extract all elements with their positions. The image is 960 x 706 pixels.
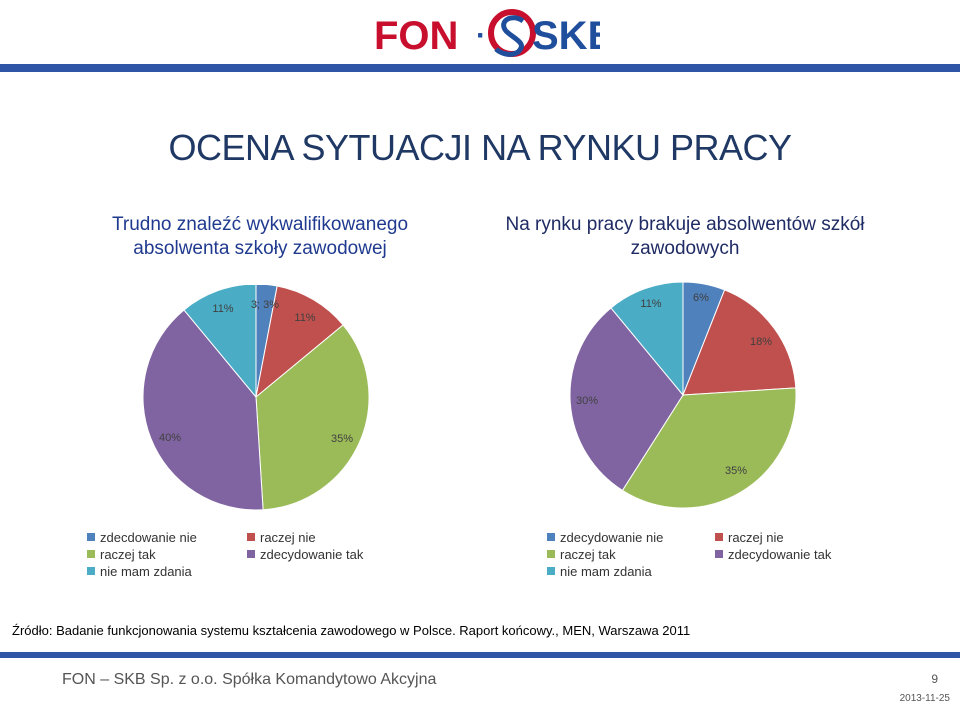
data-label: 3; 3%: [251, 299, 279, 311]
legend-swatch: [715, 550, 723, 558]
legend-chart-1: zdecdowanie nie raczej nie raczej tak zdecy…: [87, 530, 407, 590]
source-note: Źródło: Badanie funkcjonowania systemu k…: [12, 623, 691, 638]
logo-separator: ·: [476, 19, 486, 52]
data-label: 35%: [331, 433, 353, 445]
legend-label: nie mam zdania: [100, 564, 192, 579]
footer-company: FON – SKB Sp. z o.o. Spółka Komandytowo …: [62, 671, 437, 688]
data-label: 35%: [725, 465, 747, 477]
legend-label: raczej tak: [560, 547, 616, 562]
pie-slice: [621, 387, 797, 509]
page-number: 9: [931, 672, 938, 686]
logo-right-text: SKB: [532, 14, 600, 58]
legend-item: nie mam zdania: [547, 564, 652, 579]
legend-swatch: [247, 533, 255, 541]
chart-1-title: Trudno znaleźć wykwalifikowanego absolwe…: [111, 214, 409, 259]
data-label: 11%: [294, 312, 315, 324]
legend-item: zdecydowanie tak: [715, 547, 831, 562]
data-label: 6%: [693, 292, 709, 304]
page-title: OCENA SYTUACJI NA RYNKU PRACY: [168, 127, 793, 168]
data-label: 30%: [576, 395, 598, 407]
legend-swatch: [87, 533, 95, 541]
data-label: 11%: [640, 298, 661, 310]
legend-item: raczej tak: [87, 547, 156, 562]
legend-label: nie mam zdania: [560, 564, 652, 579]
legend-label: raczej nie: [260, 530, 316, 545]
logo-swirl-s: [494, 15, 525, 57]
legend-item: zdecydowanie nie: [547, 530, 663, 545]
pie-slice: [255, 324, 370, 511]
header-band: [0, 64, 960, 72]
pie-slice: [142, 309, 264, 511]
legend-item: zdecydowanie tak: [247, 547, 363, 562]
legend-label: zdecydowanie tak: [728, 547, 832, 562]
legend-item: raczej tak: [547, 547, 616, 562]
legend-label: zdecydowanie nie: [560, 530, 664, 545]
pie-slice: [569, 307, 684, 492]
legend-swatch: [715, 533, 723, 541]
legend-item: nie mam zdania: [87, 564, 192, 579]
chart-2-title: Na rynku pracy brakuje absolwentów szkół…: [505, 214, 865, 259]
pie-slice: [682, 289, 797, 396]
fon-skb-logo: FON · SKB: [372, 5, 600, 61]
legend-swatch: [247, 550, 255, 558]
legend-item: zdecdowanie nie: [87, 530, 197, 545]
legend-item: raczej nie: [247, 530, 316, 545]
legend-chart-2: zdecydowanie nie raczej nie raczej tak zdec…: [547, 530, 867, 590]
logo-left-text: FON: [374, 14, 458, 58]
pie-slice: [183, 285, 257, 399]
legend-swatch: [547, 567, 555, 575]
pie-chart-2: 6% 18% 35% 30% 11%: [569, 281, 797, 509]
legend-swatch: [547, 533, 555, 541]
legend-label: raczej tak: [100, 547, 156, 562]
pie-slice: [255, 285, 344, 399]
legend-label: zdecdowanie nie: [100, 530, 197, 545]
pie-slice: [610, 281, 684, 397]
legend-label: raczej nie: [728, 530, 784, 545]
data-label: 11%: [212, 303, 233, 315]
data-label: 40%: [159, 432, 181, 444]
legend-item: raczej nie: [715, 530, 784, 545]
legend-swatch: [87, 550, 95, 558]
legend-swatch: [87, 567, 95, 575]
data-label: 18%: [750, 336, 772, 348]
legend-swatch: [547, 550, 555, 558]
pie-chart-1: 3; 3% 11% 35% 40% 11%: [142, 285, 370, 511]
legend-label: zdecydowanie tak: [260, 547, 364, 562]
footer-band: [0, 652, 960, 658]
footer-date: 2013-11-25: [899, 693, 950, 704]
